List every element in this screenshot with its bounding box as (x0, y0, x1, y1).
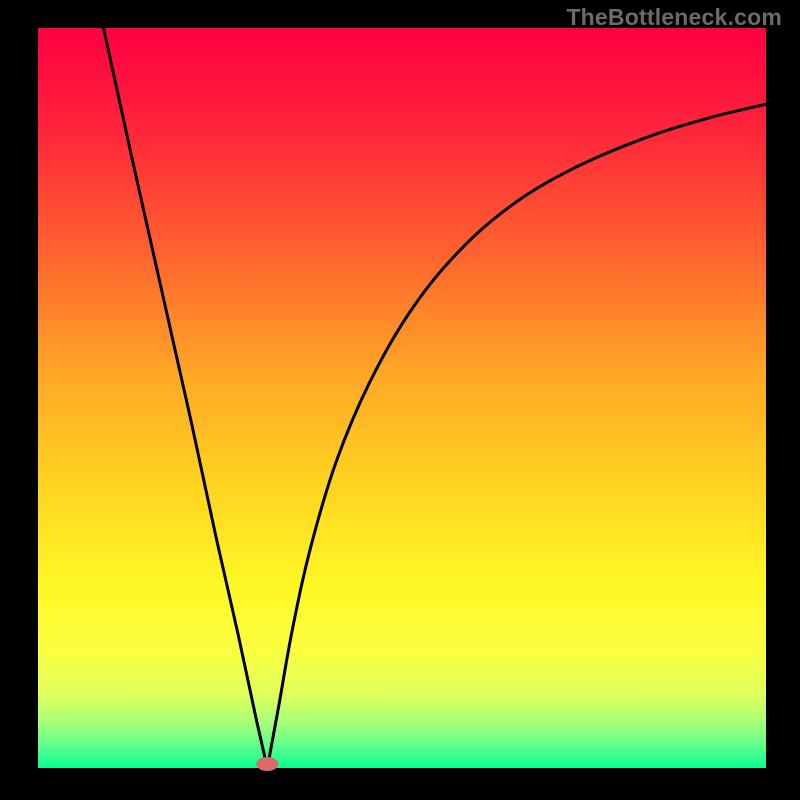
chart-container: TheBottleneck.com (0, 0, 800, 800)
chart-background (38, 28, 766, 768)
watermark-text: TheBottleneck.com (566, 4, 782, 31)
bottleneck-chart (0, 0, 800, 800)
minimum-marker (256, 757, 278, 771)
